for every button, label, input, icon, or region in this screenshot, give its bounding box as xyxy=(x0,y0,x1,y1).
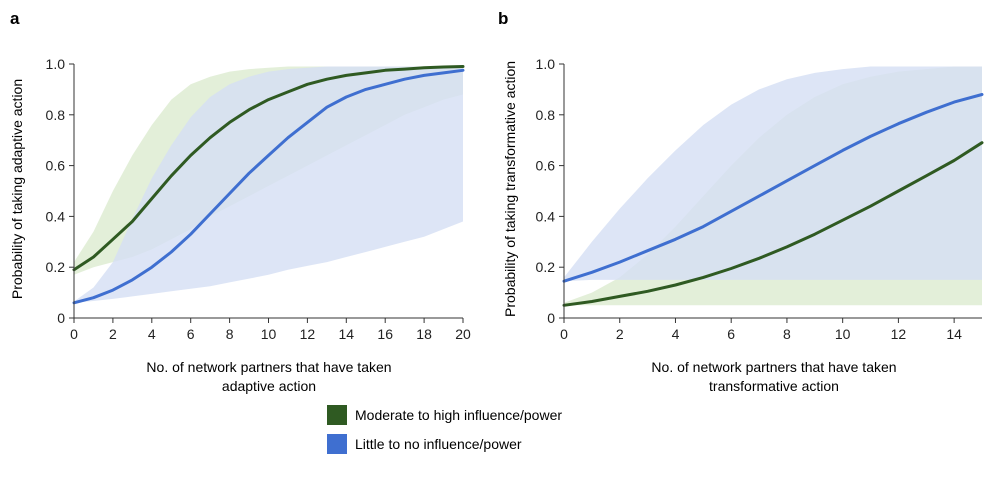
panel-b-x-tick-label: 10 xyxy=(835,326,851,342)
panel-b-y-tick-label: 0.2 xyxy=(536,259,556,275)
panel-b-y-tick-label: 0.8 xyxy=(536,107,556,123)
panel-b-series-line-little xyxy=(562,93,984,283)
panel-a-x-tick-label: 20 xyxy=(455,326,471,342)
panel-a-x-tick-label: 4 xyxy=(148,326,156,342)
legend-label-moderate: Moderate to high influence/power xyxy=(355,407,562,423)
panel-a-x-tick-label: 14 xyxy=(339,326,355,342)
panel-a-x-tick-label: 8 xyxy=(226,326,234,342)
panel-a-x-tick-label: 2 xyxy=(109,326,117,342)
panel-b-x-tick-label: 14 xyxy=(946,326,962,342)
panel-a-y-tick-label: 0.4 xyxy=(46,208,66,224)
panel-a-y-axis-label: Probability of taking adaptive action xyxy=(9,79,25,299)
panel-a-y-tick-label: 0.8 xyxy=(46,107,66,123)
panel-a-label: a xyxy=(10,9,20,28)
legend: Moderate to high influence/power Little … xyxy=(327,405,562,454)
panel-b-y-tick-label: 0.6 xyxy=(536,158,556,174)
panel-a-y-tick-label: 0.2 xyxy=(46,259,66,275)
panel-b-x-axis-label-line2: transformative action xyxy=(709,378,839,394)
panel-a-x-axis-label-line1: No. of network partners that have taken xyxy=(146,359,391,375)
panel-a-y-tick-label: 0 xyxy=(57,310,65,326)
panel-b-x-tick-label: 0 xyxy=(560,326,568,342)
panel-b-y-tick-label: 1.0 xyxy=(536,56,556,72)
legend-label-little: Little to no influence/power xyxy=(355,436,522,452)
legend-swatch-little xyxy=(327,434,347,454)
panel-a-y-tick-label: 1.0 xyxy=(46,56,66,72)
panel-b-x-tick-label: 12 xyxy=(891,326,907,342)
panel-a-chart: a 0 2 4 6 8 10 12 14 16 18 20 0 0.2 0.4 0.6 0.8 1.0 Prob… xyxy=(9,9,471,394)
panel-a-ci-band-little xyxy=(74,66,463,303)
panel-a-x-tick-label: 10 xyxy=(261,326,277,342)
panel-b-x-tick-label: 8 xyxy=(783,326,791,342)
panel-b-series-line-moderate xyxy=(562,141,984,307)
panel-a-x-tick-label: 18 xyxy=(416,326,432,342)
panel-a-x-tick-label: 0 xyxy=(70,326,78,342)
panel-a-x-tick-label: 12 xyxy=(300,326,316,342)
panel-b-x-tick-label: 2 xyxy=(616,326,624,342)
legend-swatch-moderate xyxy=(327,405,347,425)
panel-a-y-tick-label: 0.6 xyxy=(46,158,66,174)
panel-a-x-axis-label-line2: adaptive action xyxy=(222,378,316,394)
panel-b-y-tick-label: 0 xyxy=(547,310,555,326)
panel-b-y-axis-label: Probability of taking transformative act… xyxy=(502,61,518,317)
panel-a-x-tick-label: 6 xyxy=(187,326,195,342)
panel-a-series-line-little xyxy=(72,68,465,305)
panel-b-x-tick-label: 4 xyxy=(672,326,680,342)
panel-b-label: b xyxy=(498,9,508,28)
panel-a-x-tick-label: 16 xyxy=(377,326,393,342)
panel-b-chart: b 0 2 4 6 8 10 12 14 0 0.2 0.4 0.6 0.8 1.0 Probabilit… xyxy=(498,9,984,394)
panel-a-series-line-moderate xyxy=(72,65,465,272)
panel-b-x-axis-label-line1: No. of network partners that have taken xyxy=(651,359,896,375)
panel-b-x-tick-label: 6 xyxy=(727,326,735,342)
panel-b-ci-band-little xyxy=(564,66,982,282)
panel-b-y-tick-label: 0.4 xyxy=(536,208,556,224)
